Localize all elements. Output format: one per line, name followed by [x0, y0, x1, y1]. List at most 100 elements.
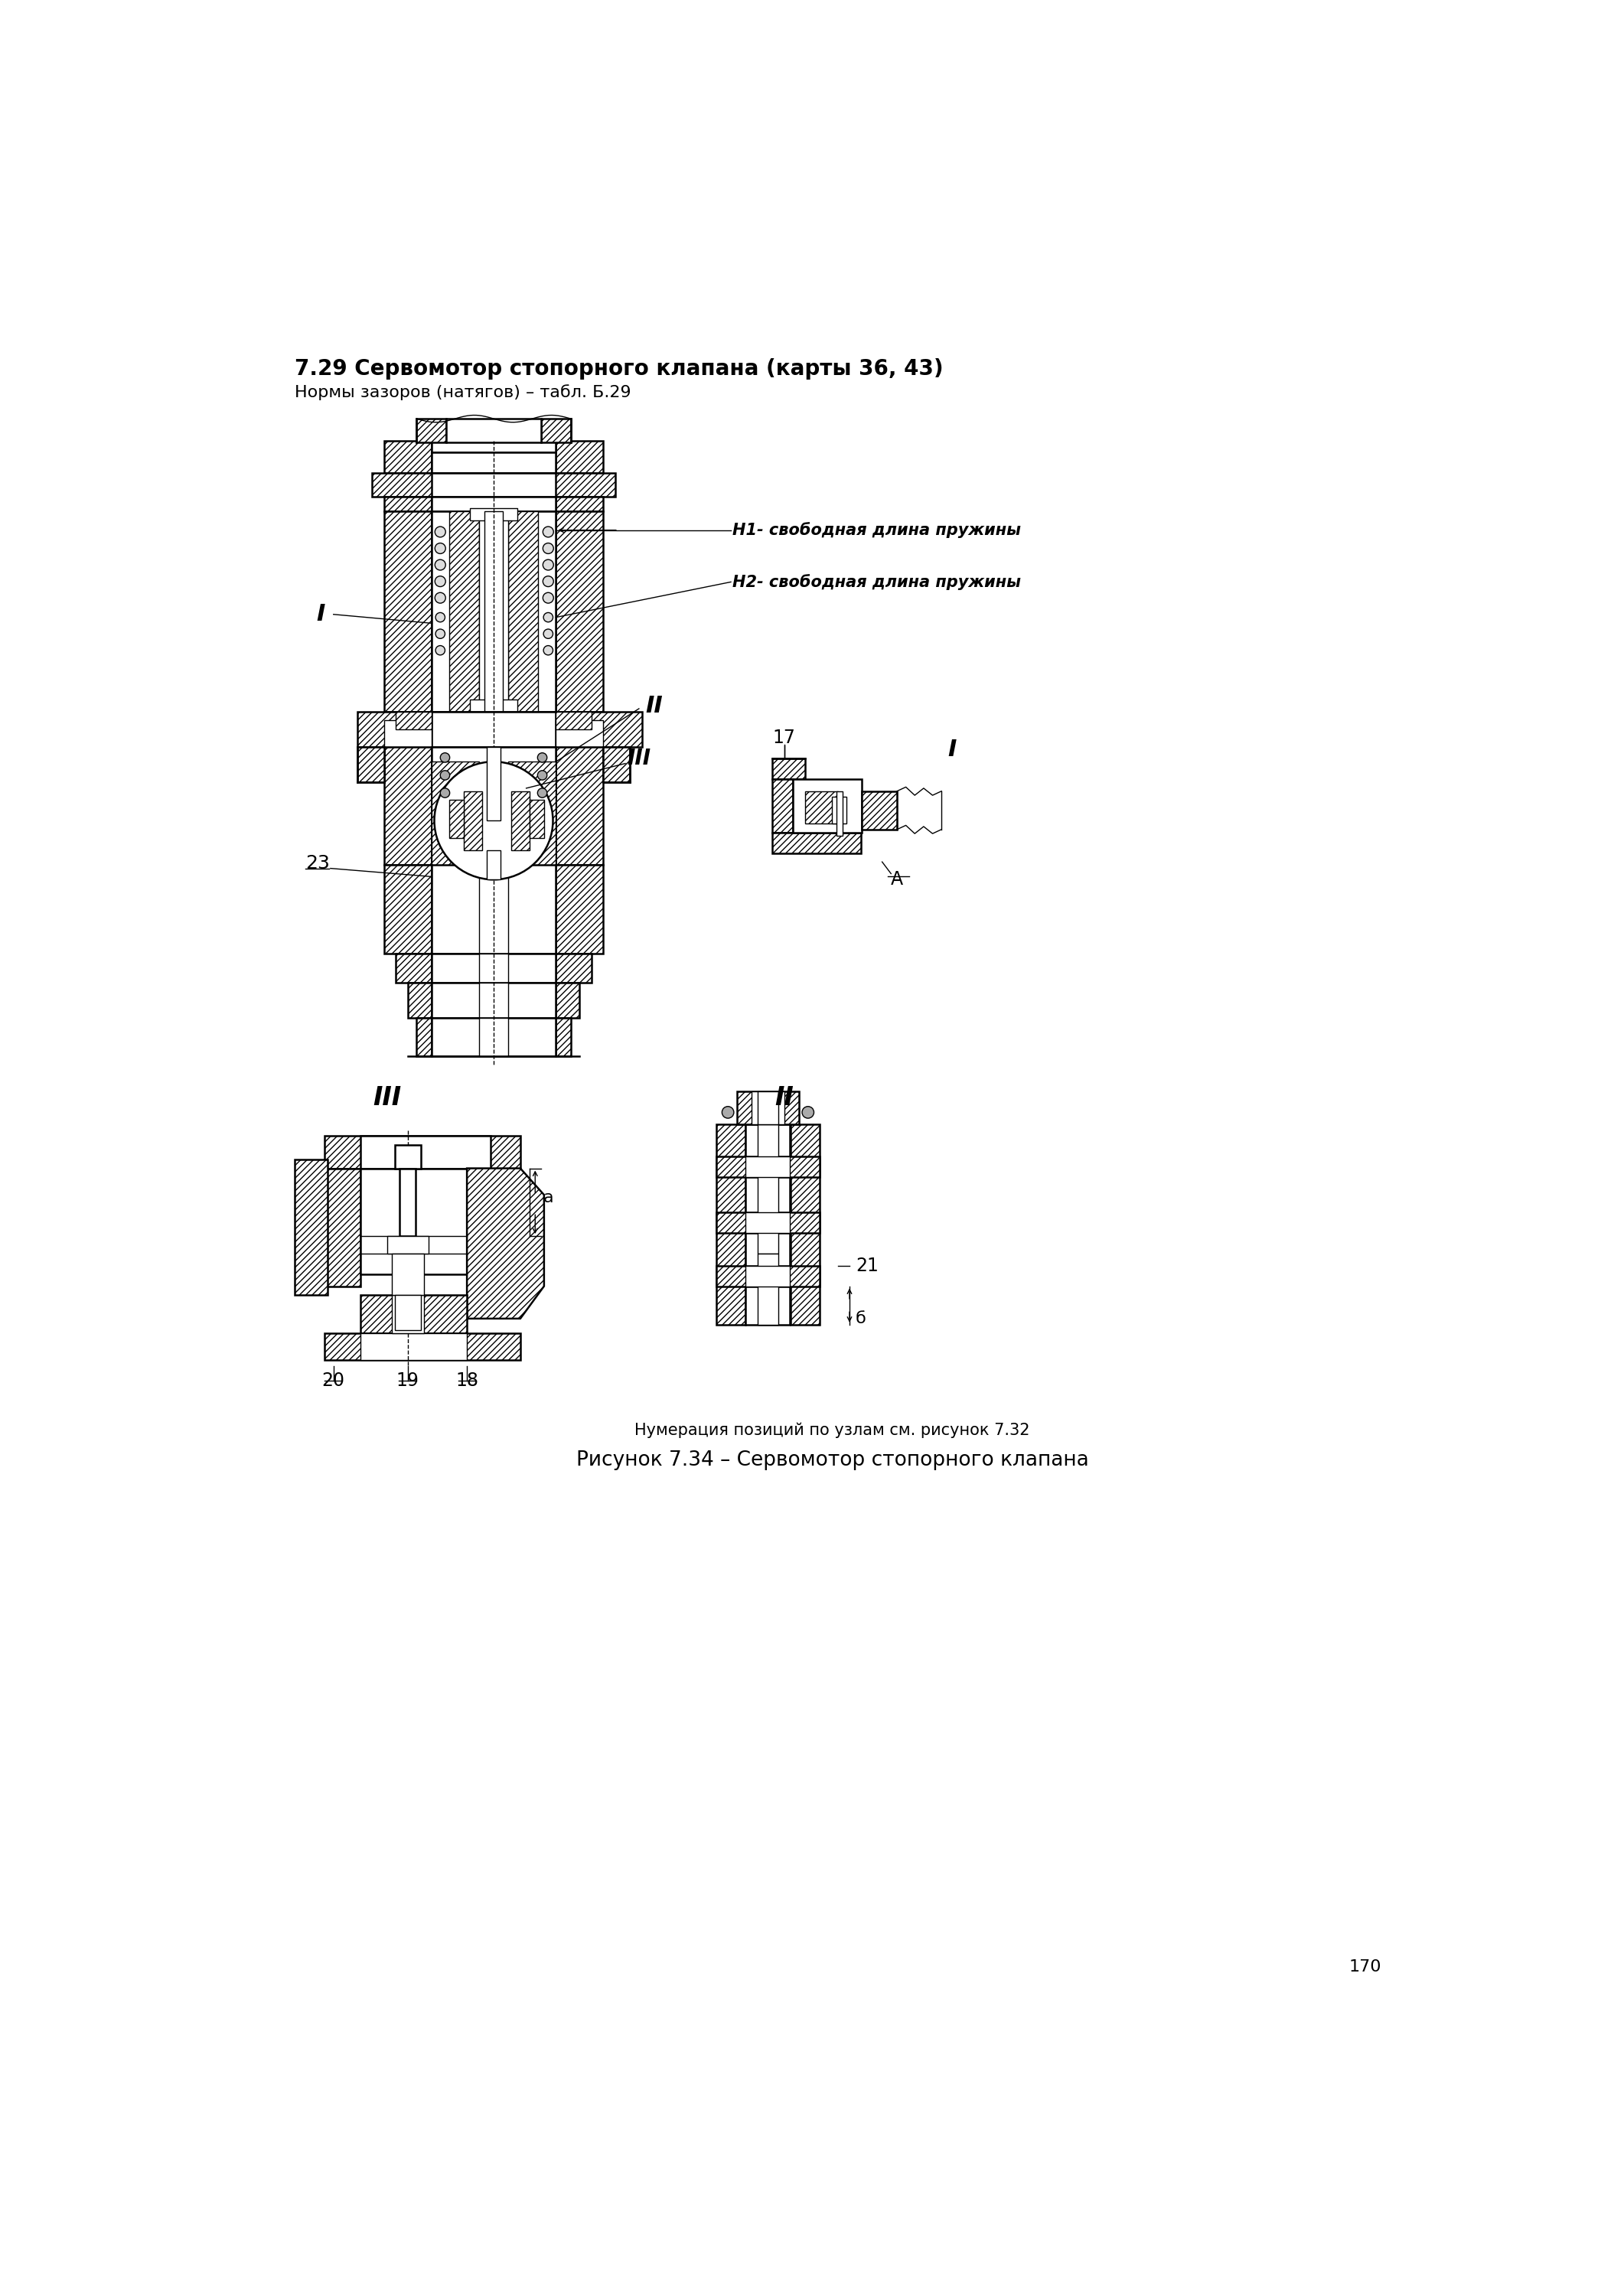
Bar: [361, 1137, 490, 1169]
Text: 7.29 Сервомотор стопорного клапана (карты 36, 43): 7.29 Сервомотор стопорного клапана (карт…: [296, 358, 944, 379]
Bar: [484, 512, 502, 712]
Circle shape: [435, 629, 445, 638]
Bar: [757, 1254, 778, 1325]
Bar: [432, 512, 555, 712]
Circle shape: [435, 613, 445, 622]
Bar: [555, 953, 591, 983]
Bar: [325, 1334, 520, 1359]
Bar: [325, 1137, 520, 1169]
Bar: [432, 441, 555, 452]
Circle shape: [538, 753, 547, 762]
Bar: [416, 1017, 432, 1056]
Bar: [555, 1017, 570, 1056]
Circle shape: [440, 771, 450, 781]
Polygon shape: [432, 762, 479, 879]
Bar: [716, 1125, 745, 1325]
Text: Нумерация позиций по узлам см. рисунок 7.32: Нумерация позиций по узлам см. рисунок 7…: [635, 1424, 1030, 1437]
Circle shape: [435, 576, 445, 588]
Bar: [395, 1295, 421, 1329]
Circle shape: [542, 576, 554, 588]
Bar: [361, 1334, 468, 1359]
Bar: [391, 1295, 424, 1334]
Bar: [469, 507, 518, 521]
Text: 170: 170: [1350, 1958, 1382, 1975]
Text: a: a: [542, 1189, 554, 1205]
Text: I: I: [317, 604, 325, 625]
Bar: [395, 1146, 421, 1169]
Bar: [752, 1091, 784, 1125]
Circle shape: [542, 526, 554, 537]
Bar: [432, 496, 555, 512]
Circle shape: [440, 788, 450, 797]
Bar: [745, 1157, 791, 1178]
Circle shape: [538, 771, 547, 781]
Bar: [555, 746, 604, 866]
Bar: [383, 512, 432, 712]
Bar: [383, 496, 432, 512]
Bar: [555, 512, 604, 712]
Bar: [773, 833, 861, 854]
Bar: [716, 1265, 820, 1286]
Bar: [508, 512, 538, 712]
Text: II: II: [645, 696, 663, 716]
Bar: [396, 712, 432, 730]
Bar: [464, 792, 482, 850]
Bar: [831, 797, 846, 824]
Bar: [479, 953, 508, 983]
Bar: [555, 866, 604, 953]
Bar: [555, 712, 591, 730]
Polygon shape: [468, 1169, 544, 1318]
Circle shape: [435, 645, 445, 654]
Bar: [773, 778, 793, 833]
Bar: [555, 496, 604, 512]
Bar: [400, 1169, 416, 1235]
Bar: [432, 953, 555, 983]
Bar: [479, 1017, 508, 1056]
Text: 21: 21: [856, 1256, 879, 1274]
Bar: [745, 1125, 791, 1325]
Text: 19: 19: [396, 1371, 419, 1389]
Bar: [383, 721, 432, 746]
Bar: [737, 1091, 799, 1125]
Bar: [387, 1235, 429, 1254]
Bar: [432, 983, 555, 1017]
Bar: [357, 712, 641, 746]
Text: 18: 18: [455, 1371, 479, 1389]
Bar: [836, 792, 843, 836]
Bar: [745, 1265, 791, 1286]
Bar: [861, 792, 896, 829]
Bar: [512, 792, 529, 850]
Circle shape: [435, 544, 445, 553]
Bar: [487, 850, 500, 879]
Bar: [479, 512, 508, 712]
Bar: [408, 983, 432, 1017]
Bar: [396, 953, 432, 983]
Bar: [468, 1169, 520, 1286]
Circle shape: [435, 592, 445, 604]
Text: II: II: [775, 1086, 794, 1111]
Text: Н1- свободная длина пружины: Н1- свободная длина пружины: [732, 521, 1020, 537]
Bar: [555, 441, 604, 473]
Bar: [432, 473, 555, 496]
Circle shape: [544, 645, 552, 654]
Bar: [479, 866, 508, 953]
Text: 17: 17: [773, 728, 796, 746]
Bar: [447, 418, 541, 443]
Bar: [383, 746, 432, 866]
Circle shape: [544, 629, 552, 638]
Polygon shape: [508, 762, 555, 879]
Bar: [469, 700, 518, 712]
Text: Нормы зазоров (натягов) – табл. Б.29: Нормы зазоров (натягов) – табл. Б.29: [296, 383, 632, 400]
Bar: [487, 746, 500, 820]
Circle shape: [544, 613, 552, 622]
Circle shape: [542, 592, 554, 604]
Bar: [555, 983, 580, 1017]
Text: I: I: [947, 739, 957, 760]
Circle shape: [542, 560, 554, 569]
Bar: [361, 1169, 468, 1274]
Bar: [416, 418, 447, 443]
Bar: [745, 1212, 791, 1233]
Bar: [757, 1091, 778, 1125]
Bar: [432, 1017, 555, 1056]
Circle shape: [802, 1107, 814, 1118]
